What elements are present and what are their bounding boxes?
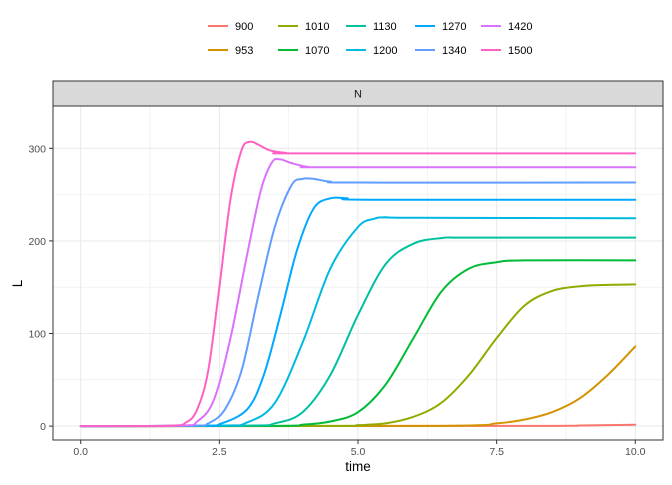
y-tick-label: 300 xyxy=(28,143,46,155)
x-tick-label: 7.5 xyxy=(489,446,504,458)
series-line-1270 xyxy=(79,196,637,428)
series-line-1500 xyxy=(79,140,637,428)
legend-label-1070: 1070 xyxy=(305,45,329,57)
legend-label-1130: 1130 xyxy=(373,21,397,33)
y-axis-title: L xyxy=(10,279,25,287)
y-tick-label: 200 xyxy=(28,236,46,248)
series-line-1200 xyxy=(79,216,637,428)
x-tick-label: 0.0 xyxy=(73,446,88,458)
facet-strip xyxy=(52,80,664,107)
facet-label: N xyxy=(354,89,362,101)
series-line-1130 xyxy=(79,236,637,428)
legend-label-1010: 1010 xyxy=(305,21,329,33)
series-line-1340 xyxy=(79,177,637,428)
legend-label-953: 953 xyxy=(235,45,253,57)
legend-label-1340: 1340 xyxy=(442,45,466,57)
legend-label-1500: 1500 xyxy=(508,45,532,57)
legend-label-1200: 1200 xyxy=(373,45,397,57)
x-tick-label: 2.5 xyxy=(212,446,227,458)
series-line-1420 xyxy=(79,157,637,428)
x-axis-title: time xyxy=(345,459,371,474)
series-line-1010 xyxy=(79,283,637,428)
x-tick-label: 10.0 xyxy=(625,446,646,458)
x-tick-label: 5.0 xyxy=(351,446,366,458)
legend-label-1270: 1270 xyxy=(442,21,466,33)
legend-label-1420: 1420 xyxy=(508,21,532,33)
y-tick-label: 0 xyxy=(40,421,46,433)
series-line-1070 xyxy=(79,259,637,428)
legend-label-900: 900 xyxy=(235,21,253,33)
y-tick-label: 100 xyxy=(28,329,46,341)
